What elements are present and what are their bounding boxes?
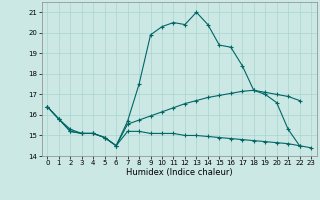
X-axis label: Humidex (Indice chaleur): Humidex (Indice chaleur) [126,168,233,177]
